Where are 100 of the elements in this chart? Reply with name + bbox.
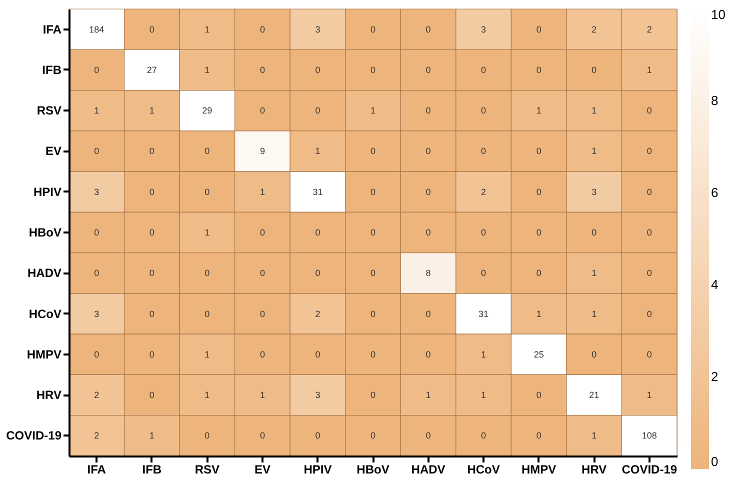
data-label: 0 xyxy=(646,349,652,360)
data-label: 1 xyxy=(592,430,597,441)
data-label: 0 xyxy=(149,186,154,197)
data-label: 0 xyxy=(370,228,376,238)
color-bar-label: 6 xyxy=(711,185,718,200)
data-label: 0 xyxy=(426,349,431,360)
data-label: 0 xyxy=(426,228,431,238)
data-label: 1 xyxy=(204,390,210,400)
data-label: 31 xyxy=(478,308,489,319)
data-label: 0 xyxy=(646,228,652,238)
x-tick-label: HBoV xyxy=(356,462,390,476)
y-tick-label: RSV xyxy=(36,104,62,118)
data-label: 1 xyxy=(592,106,597,116)
data-label: 1 xyxy=(94,106,100,116)
data-label: 0 xyxy=(315,106,320,116)
data-label: 31 xyxy=(312,186,323,197)
data-label: 1 xyxy=(260,186,265,197)
data-label: 3 xyxy=(315,24,320,34)
color-bar-label: 10 xyxy=(711,7,726,22)
data-label: 184 xyxy=(89,24,104,34)
data-label: 1 xyxy=(315,146,320,156)
data-label: 2 xyxy=(592,24,597,34)
x-tick-label: EV xyxy=(254,462,270,476)
data-label: 0 xyxy=(426,64,431,75)
data-label: 0 xyxy=(260,308,265,319)
y-tick-label: HRV xyxy=(36,388,62,402)
data-label: 0 xyxy=(536,430,542,441)
data-label: 3 xyxy=(592,186,597,197)
data-label: 0 xyxy=(646,106,652,116)
data-label: 0 xyxy=(204,146,210,156)
data-label: 1 xyxy=(592,146,597,156)
x-tick-label: HRV xyxy=(582,462,607,476)
data-label: 0 xyxy=(426,106,431,116)
data-label: 0 xyxy=(260,106,265,116)
data-label: 0 xyxy=(94,268,100,278)
y-tick-label: HCoV xyxy=(28,306,62,321)
data-label: 0 xyxy=(260,24,265,34)
data-label: 0 xyxy=(370,268,376,278)
x-tick-label: HMPV xyxy=(521,462,556,476)
data-label: 2 xyxy=(94,390,100,400)
data-label: 0 xyxy=(370,390,376,400)
data-label: 0 xyxy=(536,268,542,278)
data-label: 1 xyxy=(592,308,597,319)
data-label: 0 xyxy=(426,308,431,319)
data-label: 1 xyxy=(646,64,652,75)
x-tick-label: HADV xyxy=(411,462,446,476)
data-label: 0 xyxy=(260,430,265,441)
data-label: 0 xyxy=(315,430,320,441)
data-label: 0 xyxy=(149,228,154,238)
y-tick-label: HADV xyxy=(27,266,62,280)
data-label: 0 xyxy=(481,64,486,75)
data-label: 0 xyxy=(646,186,652,197)
data-label: 0 xyxy=(94,349,100,360)
data-label: 0 xyxy=(481,268,486,278)
data-label: 0 xyxy=(370,24,376,34)
data-label: 1 xyxy=(592,268,597,278)
color-bar-label: 4 xyxy=(711,277,718,292)
data-label: 0 xyxy=(260,349,265,360)
color-bar-label: 2 xyxy=(711,369,718,384)
data-label: 0 xyxy=(204,430,210,441)
y-tick-label: IFB xyxy=(42,62,62,77)
data-label: 0 xyxy=(204,186,210,197)
data-label: 0 xyxy=(94,228,100,238)
x-tick-label: HPIV xyxy=(304,462,332,476)
data-label: 0 xyxy=(149,146,154,156)
data-label: 1 xyxy=(204,64,210,75)
data-label: 0 xyxy=(370,349,376,360)
data-label: 0 xyxy=(426,146,431,156)
y-tick-label: HPIV xyxy=(33,184,62,199)
data-label: 0 xyxy=(592,228,597,238)
data-label: 0 xyxy=(315,268,320,278)
data-label: 0 xyxy=(481,430,486,441)
data-label: 2 xyxy=(94,430,100,441)
x-tick-label: IFA xyxy=(87,462,106,476)
data-label: 0 xyxy=(315,64,320,75)
data-label: 0 xyxy=(204,268,210,278)
data-label: 0 xyxy=(536,64,542,75)
x-tick-label: RSV xyxy=(194,462,220,476)
data-label: 0 xyxy=(149,24,154,34)
data-label: 27 xyxy=(146,64,157,75)
data-label: 2 xyxy=(481,186,486,197)
data-label: 0 xyxy=(315,349,320,360)
data-label: 0 xyxy=(536,146,542,156)
data-label: 1 xyxy=(204,24,210,34)
data-label: 1 xyxy=(149,106,154,116)
x-tick-label: HCoV xyxy=(467,462,500,476)
data-label: 1 xyxy=(426,390,431,400)
x-tick-label: IFB xyxy=(142,462,162,476)
data-label: 3 xyxy=(94,308,100,319)
data-label: 1 xyxy=(149,430,154,441)
data-label: 3 xyxy=(481,24,486,34)
data-label: 0 xyxy=(536,228,542,238)
data-label: 0 xyxy=(536,24,542,34)
data-label: 0 xyxy=(260,64,265,75)
data-label: 0 xyxy=(592,64,597,75)
data-label: 108 xyxy=(642,430,657,441)
color-bar-label: 8 xyxy=(711,93,718,108)
data-label: 0 xyxy=(426,24,431,34)
data-label: 1 xyxy=(370,106,376,116)
data-label: 8 xyxy=(426,268,431,278)
